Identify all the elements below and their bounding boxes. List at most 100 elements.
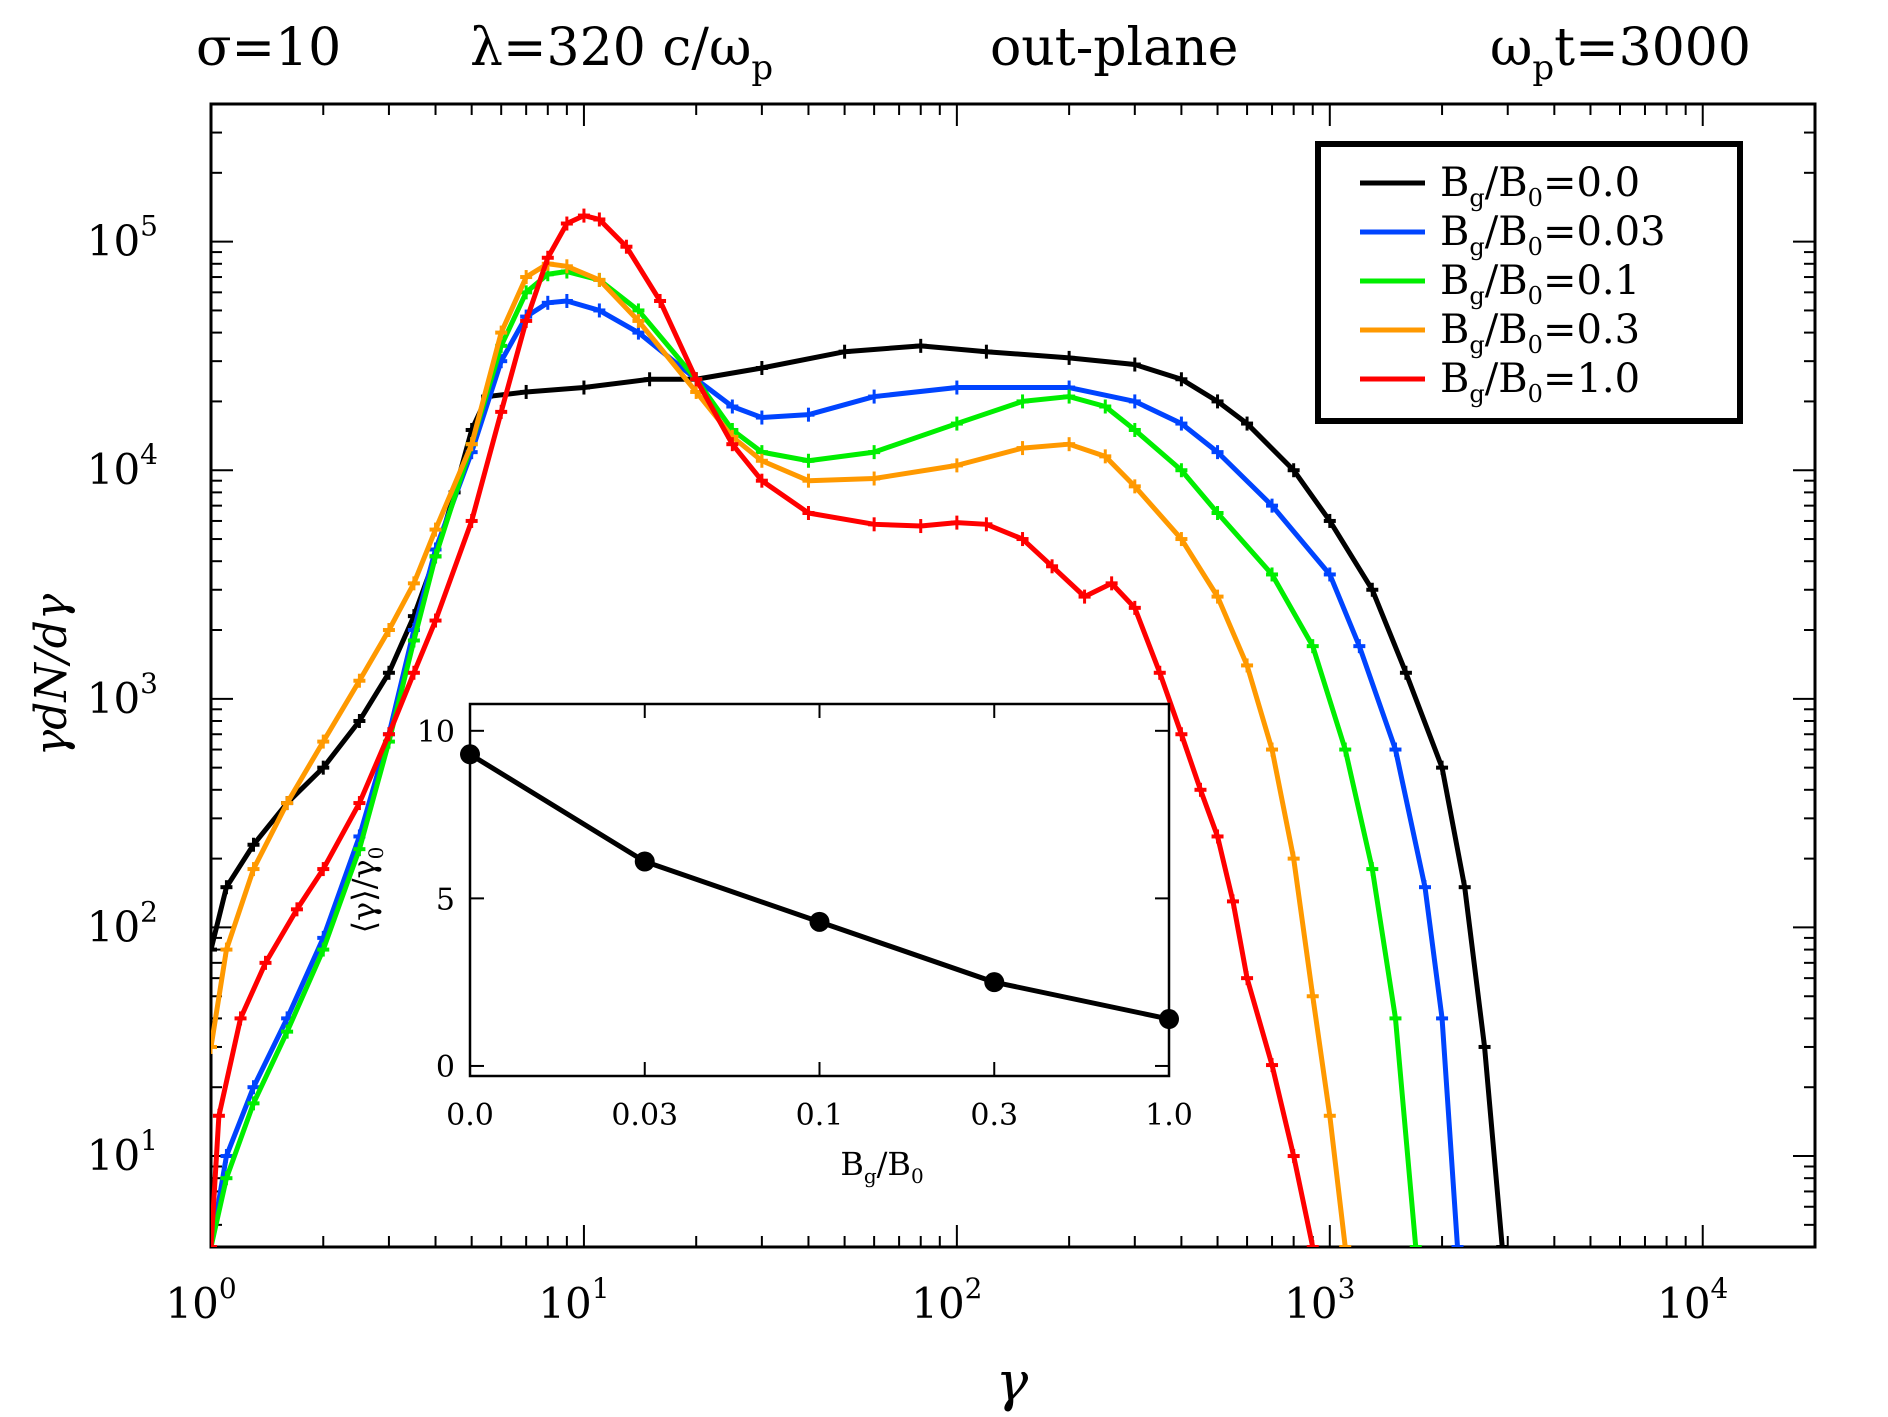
- inset-x-tick-label: 0.1: [796, 1098, 844, 1133]
- y-tick-label-exp: 1: [140, 1124, 158, 1157]
- legend-label-main: B: [1440, 160, 1469, 206]
- legend-label-mid: /B: [1485, 258, 1528, 304]
- main-series: [211, 208, 1509, 1247]
- x-tick-label: 100: [165, 1272, 236, 1328]
- inset-y-tick-label: 10: [417, 715, 455, 750]
- inset-x-label-mid: /B: [877, 1145, 911, 1183]
- title-lambda-main: λ=320 c/ω: [470, 18, 751, 78]
- x-tick-label: 104: [1657, 1272, 1728, 1328]
- inset-y-tick-label: 5: [436, 882, 455, 917]
- inset-frame: [468, 702, 1171, 1078]
- inset-x-label-main: B: [840, 1145, 864, 1183]
- legend-label: Bg/B0=0.0: [1440, 160, 1640, 212]
- legend-label: Bg/B0=0.3: [1440, 307, 1640, 359]
- inset-x-tick-label: 1.0: [1145, 1098, 1193, 1133]
- y-tick-label: 101: [87, 1124, 158, 1180]
- title-time-post: t=3000: [1554, 18, 1751, 78]
- legend-label-sub2: 0: [1528, 184, 1543, 212]
- legend-label: Bg/B0=1.0: [1440, 356, 1640, 408]
- legend-label-sub: g: [1469, 380, 1484, 408]
- y-tick-label-base: 10: [87, 1131, 140, 1180]
- inset-x-label-sub2: 0: [911, 1164, 924, 1188]
- main-ticks: [210, 103, 1816, 1248]
- legend: Bg/B0=0.0Bg/B0=0.03Bg/B0=0.1Bg/B0=0.3Bg/…: [1315, 141, 1743, 424]
- legend-label-value: =0.1: [1543, 258, 1640, 304]
- title-plane: out-plane: [990, 18, 1238, 78]
- legend-label-sub2: 0: [1528, 282, 1543, 310]
- legend-label-main: B: [1440, 258, 1469, 304]
- inset-x-label-sub: g: [864, 1164, 877, 1188]
- inset-y-tick-label: 0: [436, 1050, 455, 1085]
- legend-label: Bg/B0=0.03: [1440, 209, 1666, 261]
- inset-point: [460, 744, 480, 765]
- y-axis-label: γdN/dγ: [26, 593, 77, 756]
- inset-y-label: ⟨γ⟩/γ0: [345, 847, 388, 934]
- title-lambda: λ=320 c/ωp: [470, 18, 773, 88]
- inset-ticks: [469, 704, 1170, 1076]
- legend-items: Bg/B0=0.0Bg/B0=0.03Bg/B0=0.1Bg/B0=0.3Bg/…: [1360, 160, 1666, 408]
- x-tick-label-exp: 1: [592, 1272, 610, 1305]
- title-time-pre: ω: [1490, 18, 1532, 78]
- title-time-sub: p: [1532, 48, 1554, 88]
- legend-label-sub: g: [1469, 184, 1484, 212]
- x-tick-label: 101: [538, 1272, 609, 1328]
- title-sigma: σ=10: [196, 18, 341, 78]
- legend-label-value: =1.0: [1543, 356, 1640, 402]
- x-tick-label-base: 10: [1657, 1279, 1710, 1328]
- legend-label-value: =0.3: [1543, 307, 1640, 353]
- inset-x-tick-label: 0.0: [446, 1098, 494, 1133]
- x-tick-label-base: 10: [538, 1279, 591, 1328]
- y-tick-label-exp: 3: [140, 667, 158, 700]
- legend-label-sub2: 0: [1528, 233, 1543, 261]
- inset-point: [1159, 1009, 1179, 1030]
- x-tick-label-base: 10: [165, 1279, 218, 1328]
- y-tick-label: 105: [87, 210, 158, 266]
- y-tick-label: 104: [87, 438, 158, 494]
- series-2: [211, 264, 1422, 1247]
- y-tick-label-base: 10: [87, 445, 140, 494]
- y-tick-label-exp: 2: [140, 895, 158, 928]
- inset-x-label: Bg/B0: [840, 1145, 923, 1188]
- y-tick-label-base: 10: [87, 217, 140, 266]
- y-tick-label: 103: [87, 667, 158, 723]
- series-line: [211, 269, 1419, 1247]
- legend-label-mid: /B: [1485, 356, 1528, 402]
- legend-label-main: B: [1440, 307, 1469, 353]
- legend-label-main: B: [1440, 356, 1469, 402]
- y-tick-label-base: 10: [87, 674, 140, 723]
- inset-series: [460, 744, 1179, 1030]
- x-tick-label-exp: 0: [219, 1272, 237, 1305]
- legend-label-main: B: [1440, 209, 1469, 255]
- title: σ=10 λ=320 c/ωp out-plane ωpt=3000: [196, 18, 1751, 88]
- y-tick-label-exp: 5: [140, 210, 158, 243]
- inset-point: [809, 911, 830, 932]
- main-plot-frame: [209, 102, 1817, 1249]
- x-tick-label-exp: 2: [965, 1272, 983, 1305]
- legend-label-value: =0.03: [1543, 209, 1666, 255]
- inset-tick-labels: 0.0 0.03 0.1 0.3 1.0 0 5 10: [417, 715, 1193, 1133]
- legend-label-sub: g: [1469, 282, 1484, 310]
- inset-x-tick-label: 0.03: [611, 1098, 678, 1133]
- legend-label-mid: /B: [1485, 209, 1528, 255]
- legend-label-mid: /B: [1485, 307, 1528, 353]
- y-tick-label: 102: [87, 895, 158, 951]
- inset-point: [634, 851, 655, 872]
- y-tick-label-exp: 4: [140, 438, 158, 471]
- legend-label-sub: g: [1469, 331, 1484, 359]
- x-tick-label-base: 10: [911, 1279, 964, 1328]
- inset-point: [984, 972, 1005, 993]
- legend-label-sub2: 0: [1528, 331, 1543, 359]
- y-tick-label-base: 10: [87, 902, 140, 951]
- x-tick-label: 102: [911, 1272, 982, 1328]
- x-tick-label: 103: [1284, 1272, 1355, 1328]
- title-time: ωpt=3000: [1490, 18, 1751, 88]
- x-tick-label-exp: 4: [1711, 1272, 1729, 1305]
- x-tick-label-base: 10: [1284, 1279, 1337, 1328]
- legend-label-mid: /B: [1485, 160, 1528, 206]
- x-tick-label-exp: 3: [1338, 1272, 1356, 1305]
- legend-label: Bg/B0=0.1: [1440, 258, 1640, 310]
- inset-y-label-main: ⟨γ⟩/γ: [345, 859, 383, 933]
